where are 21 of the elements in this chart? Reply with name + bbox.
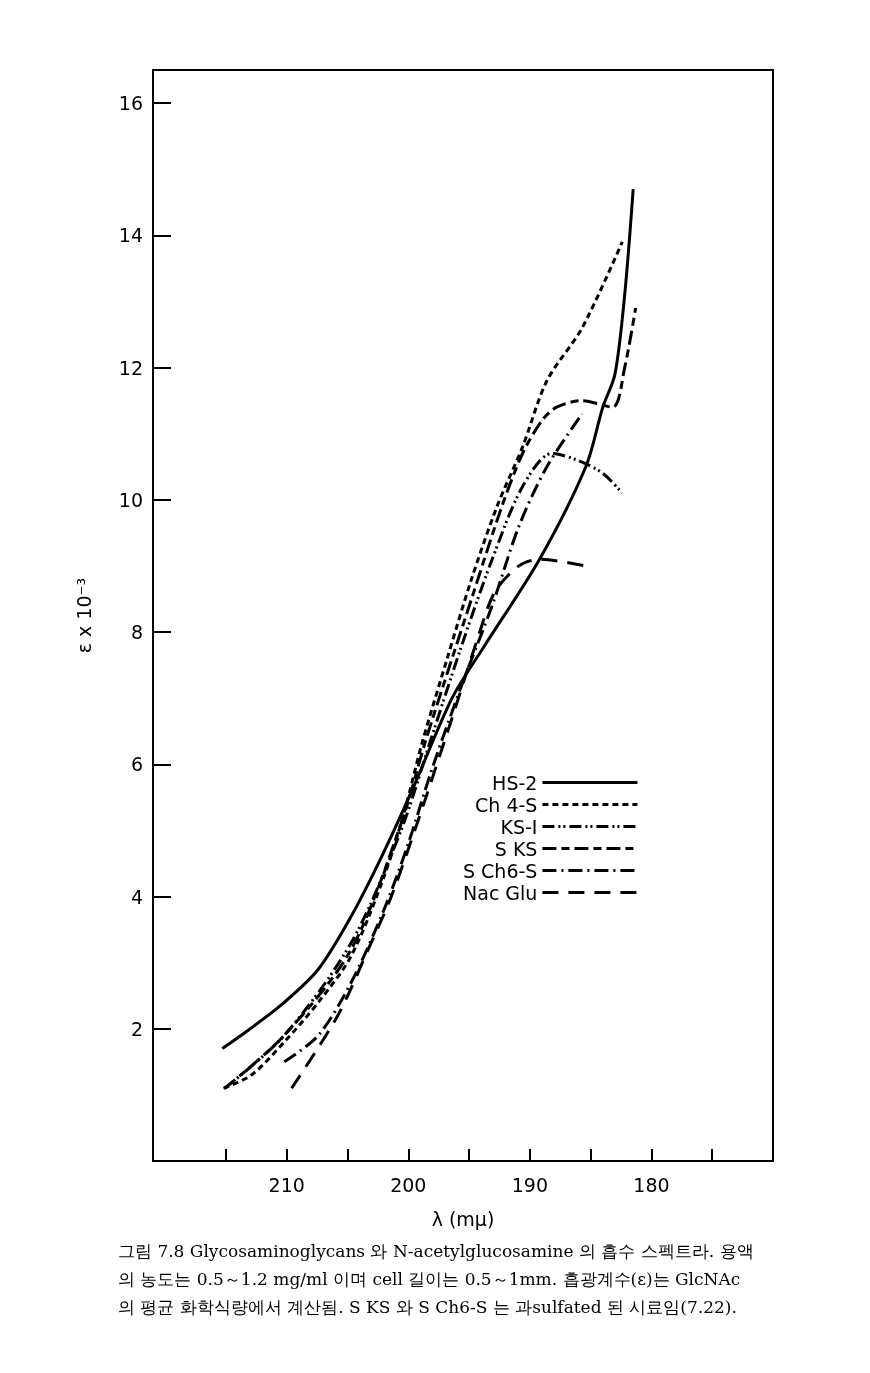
x-tick-label: 210: [268, 1173, 305, 1196]
y-axis-title: ε x 10⁻³: [72, 577, 95, 654]
y-tick-label: 14: [118, 224, 143, 247]
y-tick-label: 2: [130, 1017, 143, 1040]
legend-label: S Ch6-S: [462, 859, 538, 882]
legend-label: KS-I: [500, 815, 538, 838]
y-tick-label: 12: [118, 356, 143, 379]
x-tick-label: 190: [511, 1173, 548, 1196]
legend-label: Ch 4-S: [475, 793, 538, 816]
y-tick-label: 4: [130, 885, 143, 908]
legend-label: S KS: [494, 837, 538, 860]
y-tick-label: 10: [118, 488, 143, 511]
x-tick-label: 180: [633, 1173, 670, 1196]
legend-label: Nac Glu: [463, 881, 538, 904]
legend-label: HS-2: [492, 771, 538, 794]
x-axis-title: λ (mμ): [431, 1207, 495, 1230]
caption: 그림 7.8 Glycosaminoglycans 와 N-acetylglucosamine 의 흡수 스펙트라. 용액의 농도는 0.5～1.2 mg/ml 이며 cell 길이는 0.5～1mm. 흡광계수(ε)는 GlcNAc 의 평균 화학식량에서 계산됨. S KS 와 S Ch6-S 는 과sulfated 된 시료임(7.22).: [118, 1240, 755, 1319]
y-tick-label: 6: [130, 753, 143, 776]
y-tick-label: 16: [118, 92, 143, 115]
x-tick-label: 200: [390, 1173, 427, 1196]
y-tick-label: 8: [130, 621, 143, 644]
